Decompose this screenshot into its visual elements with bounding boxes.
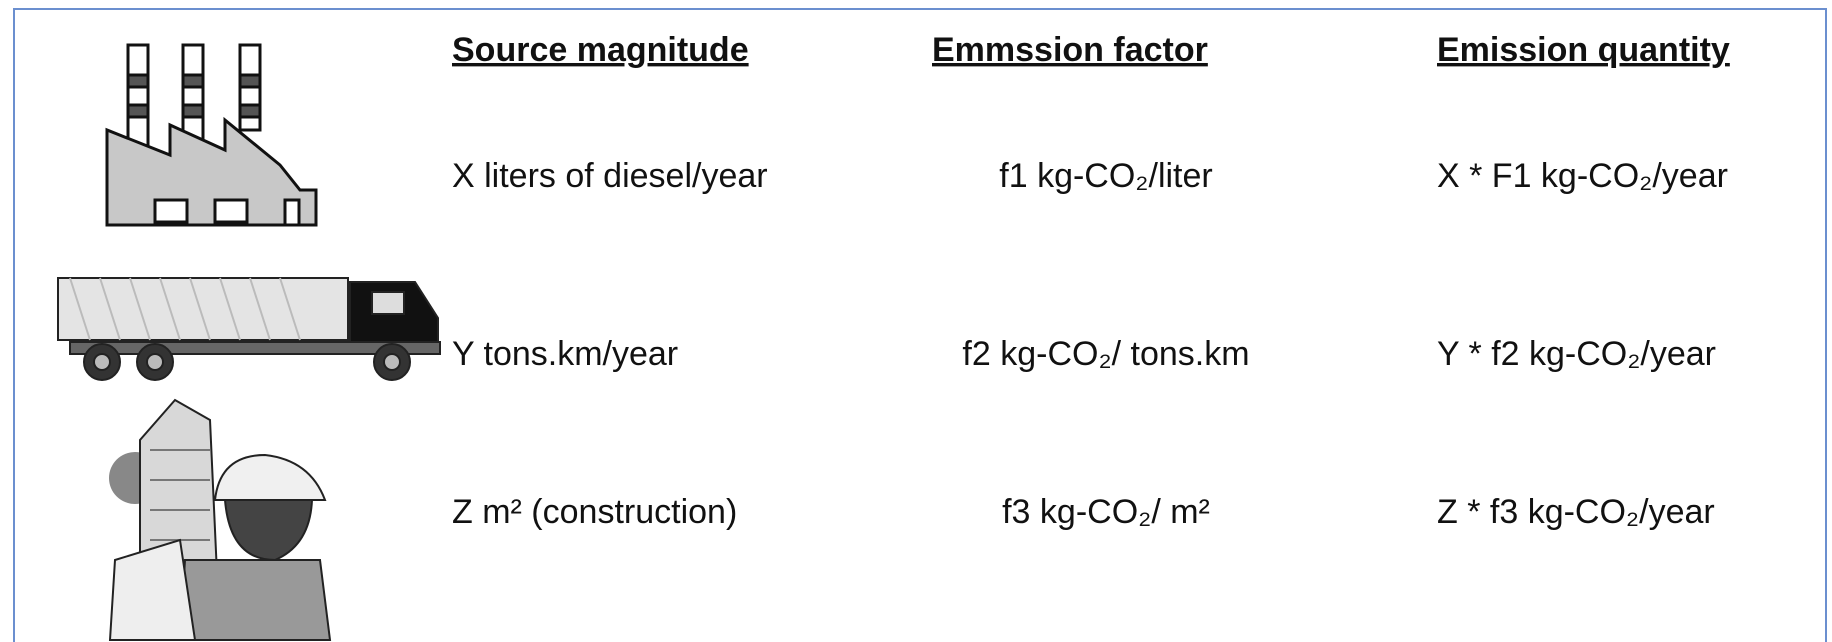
table-cell: Y * f2 kg-CO₂/year <box>1437 335 1716 373</box>
table-cell: f1 kg-CO₂/liter <box>999 157 1212 195</box>
diagram: Source magnitude Emmssion factor Emission … <box>0 0 1832 642</box>
table-cell: X liters of diesel/year <box>452 157 768 195</box>
table-cell: Y tons.km/year <box>452 335 678 373</box>
table-cell: f3 kg-CO₂/ m² <box>1002 493 1210 531</box>
column-header: Emission quantity <box>1437 31 1730 69</box>
truck-icon <box>58 278 440 380</box>
column-header: Source magnitude <box>452 31 749 69</box>
table-cell: X * F1 kg-CO₂/year <box>1437 157 1728 195</box>
worker-icon <box>109 400 330 640</box>
table-cell: f2 kg-CO₂/ tons.km <box>962 335 1249 373</box>
table-cell: Z * f3 kg-CO₂/year <box>1437 493 1715 531</box>
column-header: Emmssion factor <box>932 31 1208 69</box>
page: {"header": {"columns": ["Source magnitud… <box>0 0 1832 642</box>
factory-icon <box>107 45 316 225</box>
table-cell: Z m² (construction) <box>452 493 737 531</box>
